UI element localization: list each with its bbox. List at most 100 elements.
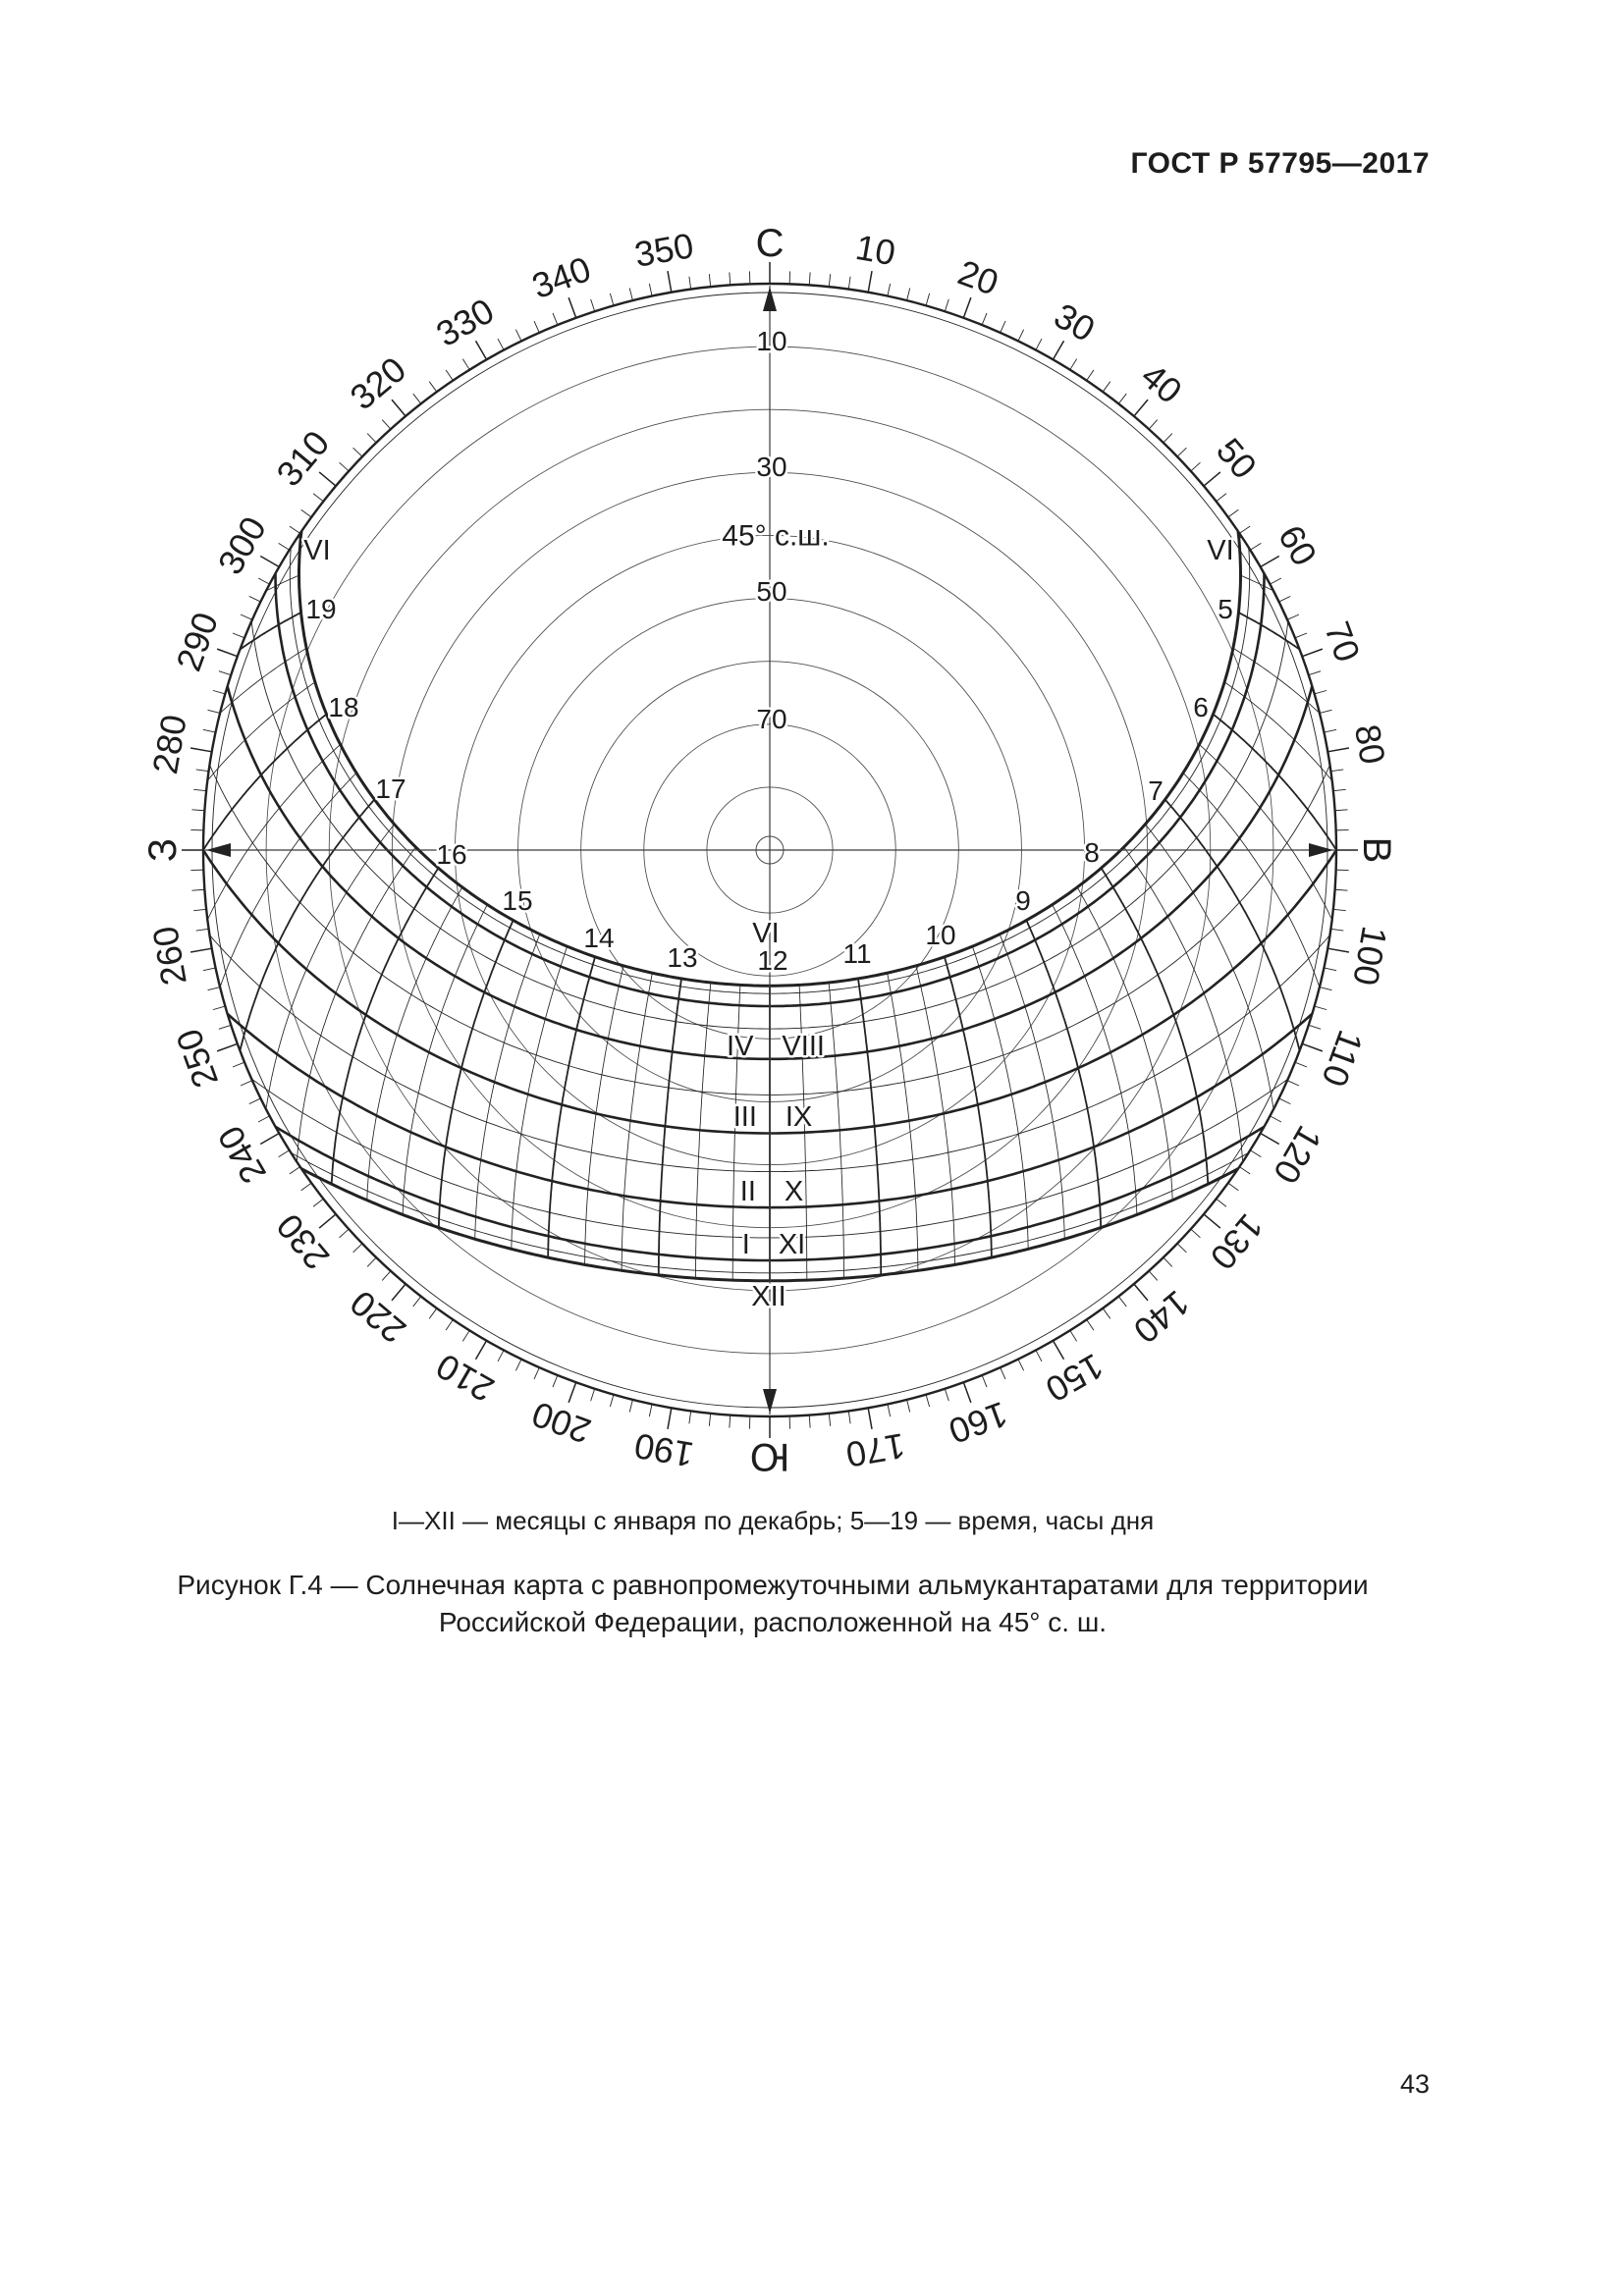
azimuth-tick xyxy=(628,1399,633,1413)
azimuth-tick xyxy=(278,1149,290,1158)
azimuth-tick xyxy=(312,493,324,503)
azimuth-tick xyxy=(847,276,851,290)
azimuth-tick xyxy=(1324,728,1337,733)
azimuth-tick xyxy=(195,769,209,773)
hour-line xyxy=(1213,713,1337,851)
azimuth-tick xyxy=(944,1388,949,1402)
azimuth-tick xyxy=(648,1404,653,1417)
azimuth-label-30: 30 xyxy=(1048,295,1102,350)
azimuth-tick xyxy=(461,358,470,370)
azimuth-tick xyxy=(474,340,488,360)
azimuth-label-200: 200 xyxy=(526,1394,595,1452)
hour-line xyxy=(202,713,327,851)
azimuth-tick xyxy=(1086,369,1095,381)
azimuth-tick xyxy=(1314,1005,1327,1011)
azimuth-tick xyxy=(445,369,454,381)
azimuth-tick xyxy=(1148,419,1159,430)
azimuth-label-310: 310 xyxy=(268,423,337,494)
azimuth-tick xyxy=(552,312,559,326)
hour-line xyxy=(330,867,440,1185)
june-curve-end-label: VI xyxy=(303,535,330,566)
hour-label-10: 10 xyxy=(925,920,955,950)
hour-line xyxy=(239,798,376,1051)
hour-line xyxy=(239,612,301,651)
sub-hour-line xyxy=(887,973,919,1271)
hour-label-11: 11 xyxy=(842,938,871,969)
azimuth-tick xyxy=(1301,1042,1324,1052)
sub-hour-line xyxy=(1223,681,1332,781)
sub-hour-line xyxy=(265,824,395,1110)
azimuth-label-110: 110 xyxy=(1314,1025,1371,1092)
sub-hour-line xyxy=(1232,647,1321,714)
azimuth-tick xyxy=(312,1198,324,1207)
azimuth-tick xyxy=(808,272,811,286)
azimuth-label-170: 170 xyxy=(843,1425,908,1475)
azimuth-tick xyxy=(1102,1308,1111,1319)
azimuth-tick xyxy=(352,1243,363,1254)
azimuth-tick xyxy=(514,329,522,342)
azimuth-tick xyxy=(212,689,226,695)
azimuth-tick xyxy=(381,419,392,430)
azimuth-label-50: 50 xyxy=(1209,430,1265,486)
azimuth-tick xyxy=(218,670,232,676)
azimuth-tick xyxy=(497,338,505,350)
sub-hour-line xyxy=(1052,904,1138,1215)
azimuth-tick xyxy=(202,728,216,733)
azimuth-tick xyxy=(300,1182,312,1192)
hour-line xyxy=(657,978,682,1275)
half-month-curve xyxy=(209,765,1330,1095)
half-month-curve xyxy=(209,934,1330,1173)
sub-hour-line xyxy=(219,773,357,988)
azimuth-ticks xyxy=(182,262,1358,1438)
azimuth-tick xyxy=(568,1381,577,1404)
cardinal-label-С: С xyxy=(756,222,785,265)
month-curve-I-XI xyxy=(274,1125,1266,1262)
azimuth-tick xyxy=(445,1319,454,1331)
month-label: II X xyxy=(740,1176,803,1207)
sub-hour-line xyxy=(584,965,624,1265)
azimuth-tick xyxy=(391,1283,406,1302)
hour-label-9: 9 xyxy=(1015,885,1031,916)
azimuth-tick xyxy=(207,987,221,991)
azimuth-tick xyxy=(189,947,212,953)
azimuth-tick xyxy=(248,1097,261,1105)
azimuth-tick xyxy=(1278,1097,1291,1105)
north-arrow-icon xyxy=(763,287,777,311)
azimuth-label-60: 60 xyxy=(1271,518,1326,572)
azimuth-label-300: 300 xyxy=(210,509,275,581)
azimuth-tick xyxy=(318,471,337,487)
half-month-curve xyxy=(289,547,1251,994)
sub-hour-line xyxy=(402,904,488,1215)
azimuth-tick xyxy=(1270,577,1282,585)
azimuth-tick xyxy=(828,274,832,288)
azimuth-tick xyxy=(981,1374,988,1388)
azimuth-tick xyxy=(1035,1350,1043,1362)
azimuth-tick xyxy=(1190,1228,1201,1239)
azimuth-tick xyxy=(240,614,253,620)
azimuth-tick xyxy=(339,461,350,472)
hour-label-16: 16 xyxy=(436,839,466,870)
azimuth-tick xyxy=(847,1411,851,1424)
azimuth-tick xyxy=(1324,967,1337,972)
east-arrow-icon xyxy=(1309,843,1333,857)
azimuth-tick xyxy=(202,967,216,972)
azimuth-tick xyxy=(278,542,290,551)
azimuth-tick xyxy=(1069,358,1078,370)
azimuth-tick xyxy=(1216,1198,1227,1207)
azimuth-tick xyxy=(533,1366,540,1380)
azimuth-label-140: 140 xyxy=(1126,1283,1197,1352)
sub-hour-line xyxy=(207,681,316,781)
sub-hour-line xyxy=(1182,773,1321,988)
azimuth-label-80: 80 xyxy=(1347,721,1393,768)
hour-label-18: 18 xyxy=(328,692,358,722)
sub-hour-line xyxy=(1123,846,1244,1162)
azimuth-tick xyxy=(708,274,712,288)
azimuth-tick xyxy=(925,293,931,306)
azimuth-tick xyxy=(1260,1132,1280,1146)
hour-label-5: 5 xyxy=(1218,594,1233,624)
azimuth-tick xyxy=(1117,1296,1127,1308)
azimuth-tick xyxy=(1203,471,1221,487)
azimuth-tick xyxy=(232,1061,245,1068)
inner-labels: 10 30 50 70 45° с.ш. VI IV VIII III IX II X I XI X… xyxy=(301,323,1236,1314)
